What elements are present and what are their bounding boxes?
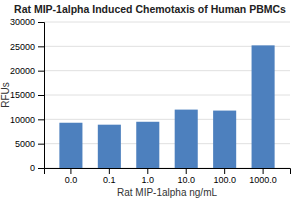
axis-domain	[38, 23, 45, 169]
bar	[98, 125, 121, 168]
x-tick-label: 100.0	[213, 175, 236, 185]
y-tick-mark	[38, 22, 44, 23]
bar	[252, 45, 275, 168]
x-tick-mark	[224, 168, 225, 174]
y-tick: 25000	[10, 42, 44, 52]
x-tick: 0.1	[103, 168, 116, 185]
x-tick: 10.0	[177, 168, 195, 185]
bar	[213, 111, 236, 168]
y-tick-mark	[38, 144, 44, 145]
y-tick: 15000	[10, 90, 44, 100]
x-tick-mark	[186, 168, 187, 174]
grid-line	[44, 22, 290, 23]
x-tick-label: 0.0	[65, 175, 78, 185]
x-tick: 1000.0	[249, 168, 277, 185]
y-tick-label: 15000	[10, 90, 35, 100]
chart: 0.0 0.1 1.0 10.0 100.0 1000.0 0 5000 10000 15000 2…	[0, 0, 300, 200]
y-tick: 20000	[10, 66, 44, 76]
x-tick-mark	[109, 168, 110, 174]
x-axis-title: Rat MIP-1alpha ng/mL	[117, 187, 217, 198]
bars	[59, 45, 274, 168]
y-tick-mark	[38, 46, 44, 47]
x-tick: 1.0	[142, 168, 155, 185]
y-tick-mark	[38, 71, 44, 72]
x-tick-label: 1.0	[142, 175, 155, 185]
x-tick: 100.0	[213, 168, 236, 185]
y-axis: 0 5000 10000 15000 20000 25000 30000	[10, 17, 45, 173]
y-tick-label: 20000	[10, 66, 35, 76]
y-tick: 0	[30, 163, 44, 173]
bar	[59, 123, 82, 168]
y-tick-mark	[38, 119, 44, 120]
x-tick-mark	[70, 168, 71, 174]
x-axis: 0.0 0.1 1.0 10.0 100.0 1000.0	[45, 168, 291, 185]
y-tick-label: 25000	[10, 42, 35, 52]
y-tick: 5000	[15, 139, 44, 149]
y-tick-mark	[38, 95, 44, 96]
x-tick-label: 0.1	[103, 175, 116, 185]
y-tick-label: 0	[30, 163, 35, 173]
x-tick-mark	[147, 168, 148, 174]
y-tick-label: 10000	[10, 115, 35, 125]
bar	[175, 110, 198, 168]
y-axis-title: RFUs	[0, 82, 11, 108]
x-tick-label: 10.0	[177, 175, 195, 185]
title: Rat MIP-1alpha Induced Chemotaxis of Hum…	[14, 3, 286, 15]
grid	[44, 22, 290, 168]
y-tick: 30000	[10, 17, 44, 27]
y-tick: 10000	[10, 115, 44, 125]
axis-domain	[45, 169, 291, 175]
y-tick-label: 5000	[15, 139, 35, 149]
bar	[136, 122, 159, 168]
y-tick-mark	[38, 168, 44, 169]
x-tick: 0.0	[65, 168, 78, 185]
x-tick-mark	[263, 168, 264, 174]
y-tick-label: 30000	[10, 17, 35, 27]
x-tick-label: 1000.0	[249, 175, 277, 185]
